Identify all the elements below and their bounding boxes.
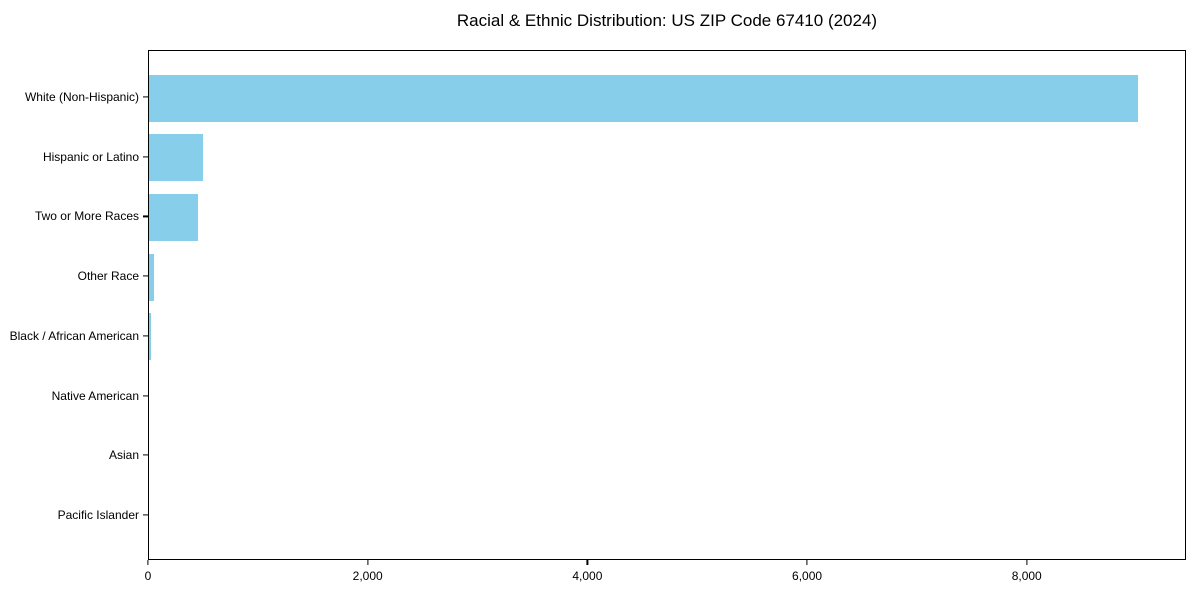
y-axis-tick-mark — [143, 156, 148, 158]
y-axis-tick-mark — [143, 275, 148, 277]
x-axis-tick-mark — [367, 560, 369, 565]
y-axis-label: Other Race — [77, 269, 139, 284]
y-axis-label: Native American — [51, 388, 139, 403]
y-axis-label: Pacific Islander — [57, 507, 139, 522]
x-axis-tick-mark — [1026, 560, 1028, 565]
chart-title: Racial & Ethnic Distribution: US ZIP Cod… — [456, 11, 878, 30]
bar-two-or-more-races — [149, 193, 198, 241]
y-axis-label: Black / African American — [9, 328, 139, 343]
x-axis-tick-label: 6,000 — [792, 569, 823, 583]
x-axis-tick-mark — [806, 560, 808, 565]
y-axis-tick-mark — [143, 215, 148, 217]
bar-white-non-hispanic — [149, 74, 1138, 122]
bar-other-race — [149, 253, 155, 301]
plot-area — [148, 50, 1186, 560]
x-axis-tick-label: 4,000 — [572, 569, 603, 583]
y-axis-label: Asian — [108, 448, 139, 463]
y-axis-tick-mark — [143, 454, 148, 456]
y-axis-tick-mark — [143, 96, 148, 98]
y-axis-label: Hispanic or Latino — [42, 149, 139, 164]
bar-black-african-american — [149, 313, 151, 361]
x-axis-tick-label: 8,000 — [1011, 569, 1042, 583]
y-axis-tick-mark — [143, 514, 148, 516]
y-axis-label: Two or More Races — [34, 209, 139, 224]
x-axis-tick-label: 0 — [144, 569, 152, 583]
x-axis-tick-label: 2,000 — [352, 569, 383, 583]
y-axis-label: White (Non-Hispanic) — [24, 90, 139, 104]
y-axis-tick-mark — [143, 394, 148, 397]
y-axis-tick-mark — [143, 335, 148, 337]
x-axis-tick-mark — [147, 560, 149, 565]
x-axis-tick-mark — [586, 560, 588, 565]
bar-hispanic-or-latino — [149, 134, 203, 182]
